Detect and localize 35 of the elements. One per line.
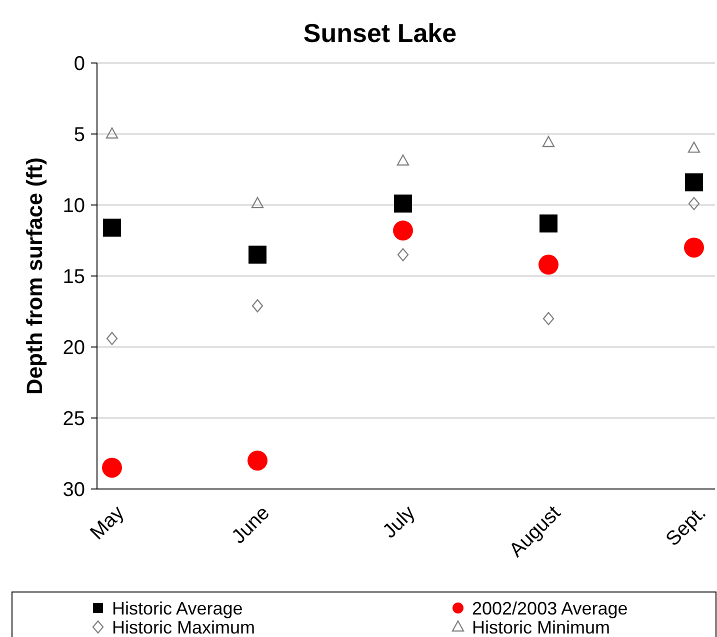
chart-title: Sunset Lake <box>303 18 457 48</box>
x-tick-label: July <box>378 502 420 543</box>
point <box>542 312 554 326</box>
legend-label: Historic Average <box>112 598 243 618</box>
y-tick-label: 10 <box>62 195 85 217</box>
point <box>102 458 122 478</box>
point <box>684 238 704 258</box>
point <box>688 196 700 210</box>
point <box>248 246 266 264</box>
y-tick-label: 15 <box>62 266 85 288</box>
point <box>106 332 118 346</box>
y-tick-label: 30 <box>62 479 85 501</box>
point <box>252 299 264 312</box>
y-tick-label: 5 <box>74 124 85 146</box>
point <box>251 196 264 208</box>
legend-label: Historic Minimum <box>472 617 610 637</box>
point <box>540 214 558 232</box>
y-axis-title: Depth from surface (ft) <box>22 157 47 395</box>
point <box>538 254 558 275</box>
point <box>106 127 118 139</box>
legend-label: 2002/2003 Average <box>472 598 628 618</box>
point <box>688 142 700 153</box>
point <box>396 154 410 166</box>
y-tick-label: 0 <box>74 53 85 75</box>
legend-label: Historic Maximum <box>112 617 256 637</box>
point <box>685 173 703 192</box>
y-tick-label: 20 <box>62 337 85 359</box>
point <box>394 194 412 213</box>
point <box>248 450 268 471</box>
point <box>397 248 409 262</box>
x-tick-label: May <box>86 502 128 544</box>
point <box>393 220 413 241</box>
y-tick-label: 25 <box>62 408 85 430</box>
point <box>542 136 555 148</box>
point <box>103 218 121 237</box>
